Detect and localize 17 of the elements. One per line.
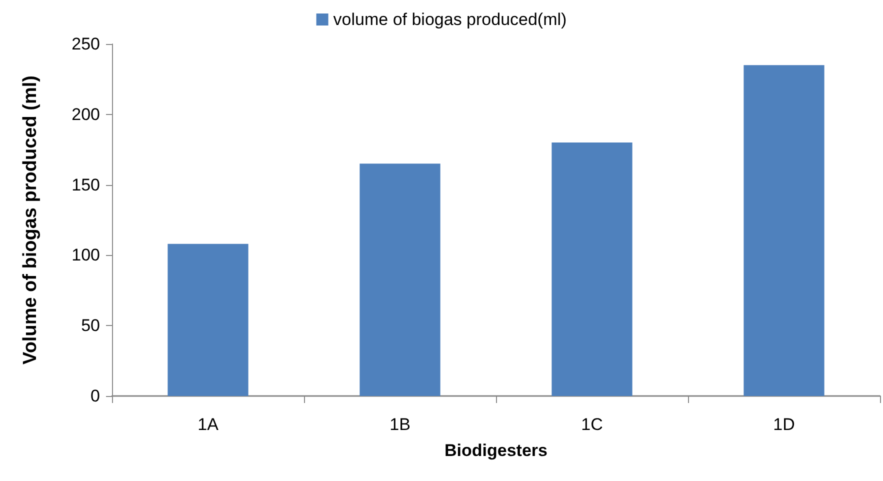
y-tick-label: 100 [72,246,100,265]
y-tick-label: 250 [72,34,100,54]
y-axis-title: Volume of biogas produced (ml) [20,76,41,364]
x-tick-label: 1B [390,415,410,434]
bar [360,164,440,396]
legend-label: volume of biogas produced(ml) [333,10,567,29]
x-axis-title: Biodigesters [444,441,548,460]
y-tick-label: 0 [90,386,100,406]
bar [744,65,824,396]
x-tick-label: 1A [198,415,220,434]
y-tick-label: 50 [81,316,100,336]
y-tick-label: 150 [72,175,100,194]
y-tick-label: 200 [72,104,100,124]
bar [552,142,632,396]
x-tick-label: 1D [773,415,795,434]
bar [168,244,248,396]
x-tick-label: 1C [581,415,603,434]
